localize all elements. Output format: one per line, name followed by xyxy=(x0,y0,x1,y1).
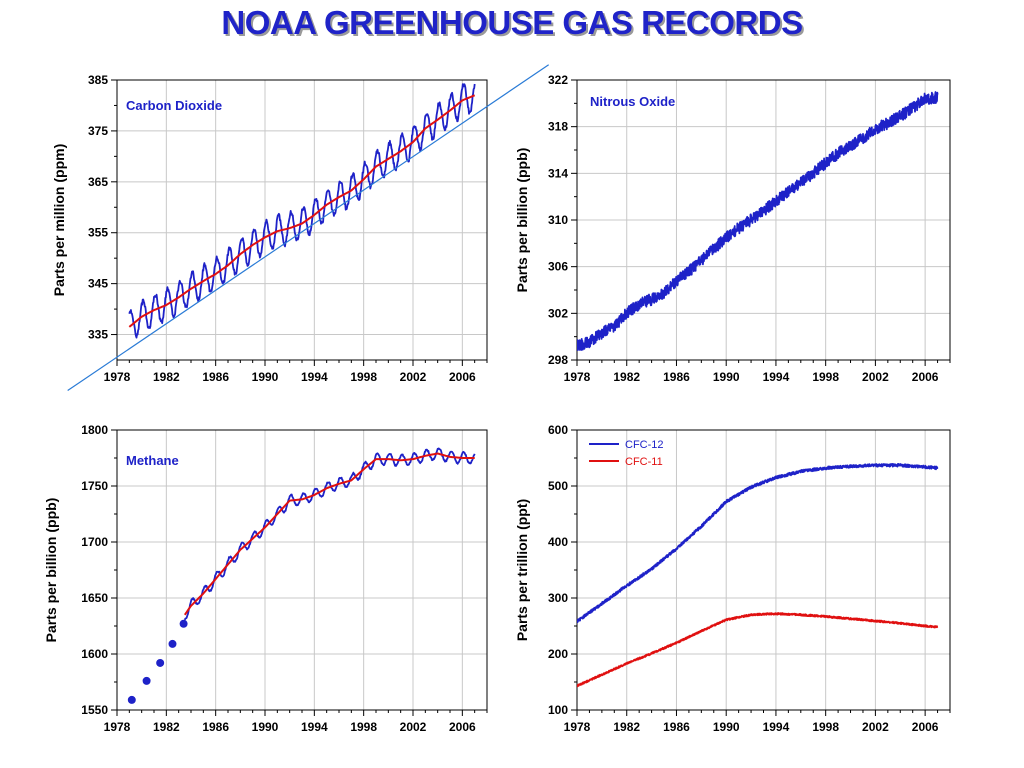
chart-title: Carbon Dioxide xyxy=(126,98,222,113)
x-tick-label: 1998 xyxy=(812,720,839,734)
y-tick-label: 322 xyxy=(548,73,568,87)
data-point xyxy=(156,658,165,667)
x-tick-label: 2006 xyxy=(449,370,476,384)
y-tick-label: 355 xyxy=(88,226,108,240)
plot-frame xyxy=(576,429,951,711)
x-tick-label: 1986 xyxy=(663,370,690,384)
y-tick-label: 306 xyxy=(548,260,568,274)
plot-frame xyxy=(116,79,488,361)
series-cfc-12-line xyxy=(577,463,939,624)
plot-frame xyxy=(116,429,488,711)
chart-cfc: 1978 1982 1986 1990 1994 1998 2002 2006 100 200 30… xyxy=(514,423,951,734)
y-axis-label: Parts per billion (ppb) xyxy=(43,498,59,643)
x-tick-label: 1982 xyxy=(153,370,180,384)
y-axis-label: Parts per trillion (ppt) xyxy=(514,499,530,641)
y-tick-label: 1750 xyxy=(81,479,108,493)
x-tick-label: 1990 xyxy=(713,720,740,734)
y-tick-label: 302 xyxy=(548,306,568,320)
x-tick-label: 1986 xyxy=(202,370,229,384)
x-tick-label: 1998 xyxy=(350,720,377,734)
x-tick-label: 1994 xyxy=(763,370,790,384)
y-tick-label: 600 xyxy=(548,423,568,437)
y-tick-label: 335 xyxy=(88,328,108,342)
page-title: NOAA GREENHOUSE GAS RECORDS xyxy=(221,4,803,41)
y-tick-label: 345 xyxy=(88,277,108,291)
data-point xyxy=(127,695,136,704)
series-group xyxy=(577,463,939,688)
series-group xyxy=(128,83,476,339)
x-tick-label: 1986 xyxy=(202,720,229,734)
y-tick-label: 365 xyxy=(88,175,108,189)
y-tick-label: 1550 xyxy=(81,703,108,717)
legend-label: CFC-11 xyxy=(625,456,663,468)
x-tick-label: 2002 xyxy=(400,720,427,734)
data-point xyxy=(168,639,177,648)
x-tick-label: 2006 xyxy=(449,720,476,734)
x-tick-label: 2006 xyxy=(912,370,939,384)
x-tick-label: 1998 xyxy=(812,370,839,384)
series-noisy-0-line xyxy=(577,91,939,351)
series-monthly-0-line xyxy=(128,83,476,339)
x-tick-label: 1978 xyxy=(104,370,131,384)
chart-n2o: 1978 1982 1986 1990 1994 1998 2002 2006 298 302 30… xyxy=(514,73,951,384)
y-tick-label: 400 xyxy=(548,535,568,549)
y-tick-label: 300 xyxy=(548,591,568,605)
x-tick-label: 1990 xyxy=(713,370,740,384)
y-axis-label: Parts per billion (ppb) xyxy=(514,148,530,293)
y-tick-label: 310 xyxy=(548,213,568,227)
x-tick-label: 2006 xyxy=(912,720,939,734)
y-tick-label: 385 xyxy=(88,73,108,87)
chart-title: Methane xyxy=(126,453,179,468)
y-tick-label: 1800 xyxy=(81,423,108,437)
legend: CFC-12 CFC-11 xyxy=(589,439,664,468)
x-tick-label: 1994 xyxy=(301,370,328,384)
x-tick-label: 1998 xyxy=(350,370,377,384)
x-tick-label: 2002 xyxy=(400,370,427,384)
y-axis-label: Parts per million (ppm) xyxy=(51,144,67,296)
x-tick-label: 1994 xyxy=(301,720,328,734)
x-tick-label: 2002 xyxy=(862,720,889,734)
series-smooth-2-line xyxy=(183,452,475,616)
x-tick-label: 1990 xyxy=(252,720,279,734)
y-tick-label: 318 xyxy=(548,120,568,134)
y-tick-label: 298 xyxy=(548,353,568,367)
legend-label: CFC-12 xyxy=(625,439,664,451)
x-tick-label: 2002 xyxy=(862,370,889,384)
y-tick-label: 500 xyxy=(548,479,568,493)
y-tick-label: 1700 xyxy=(81,535,108,549)
chart-title: Nitrous Oxide xyxy=(590,94,675,109)
series-group xyxy=(127,447,476,704)
x-tick-label: 1978 xyxy=(564,370,591,384)
data-point xyxy=(179,619,188,628)
series-smooth-1-line xyxy=(128,94,476,328)
y-tick-label: 375 xyxy=(88,124,108,138)
y-tick-label: 1600 xyxy=(81,647,108,661)
y-tick-label: 1650 xyxy=(81,591,108,605)
x-tick-label: 1994 xyxy=(763,720,790,734)
series-cfc-11-line xyxy=(577,612,939,688)
y-tick-label: 100 xyxy=(548,703,568,717)
x-tick-label: 1986 xyxy=(663,720,690,734)
series-group xyxy=(577,91,939,351)
x-tick-label: 1982 xyxy=(613,370,640,384)
data-point xyxy=(142,676,151,685)
x-tick-label: 1990 xyxy=(252,370,279,384)
x-tick-label: 1978 xyxy=(564,720,591,734)
y-tick-label: 314 xyxy=(548,166,568,180)
x-tick-label: 1978 xyxy=(104,720,131,734)
series-monthly-1-line xyxy=(183,447,476,621)
chart-co2: 1978 1982 1986 1990 1994 1998 2002 2006 335 345 35… xyxy=(51,64,550,392)
x-tick-label: 1982 xyxy=(153,720,180,734)
trend-line xyxy=(67,64,550,392)
x-tick-label: 1982 xyxy=(613,720,640,734)
chart-ch4: 1978 1982 1986 1990 1994 1998 2002 2006 1550 1600… xyxy=(43,423,488,734)
y-tick-label: 200 xyxy=(548,647,568,661)
